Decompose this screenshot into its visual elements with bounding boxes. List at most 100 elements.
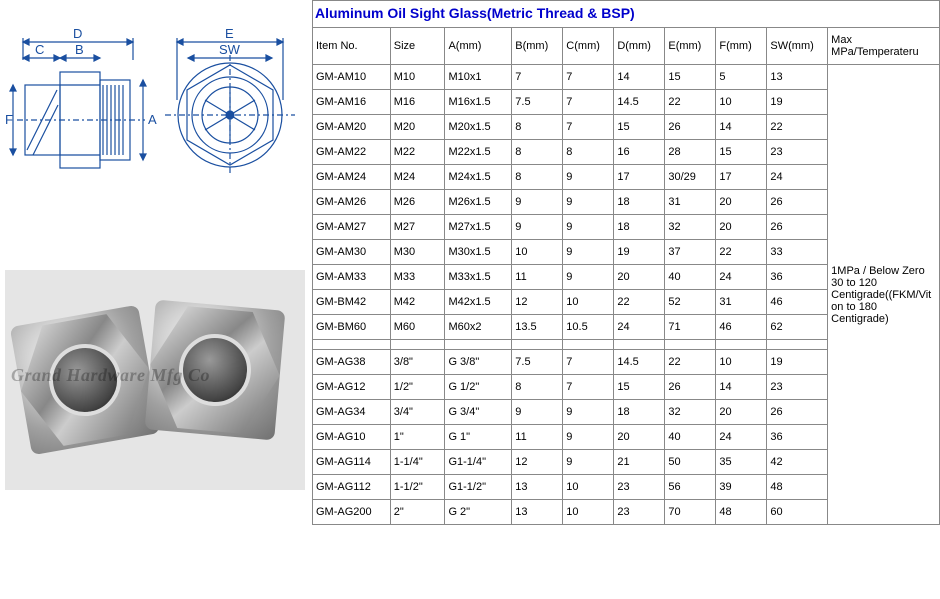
cell: 20 [614,265,665,290]
cell: G 3/8" [445,350,512,375]
cell: M27x1.5 [445,215,512,240]
cell: 3/8" [390,350,445,375]
cell: 18 [614,190,665,215]
th-a: A(mm) [445,28,512,65]
cell: 2" [390,500,445,525]
cell: 23 [614,500,665,525]
cell: M27 [390,215,445,240]
cell: GM-AG38 [313,350,391,375]
cell: 39 [716,475,767,500]
cell: M22 [390,140,445,165]
cell [512,340,563,350]
cell: 46 [767,290,828,315]
table-title: Aluminum Oil Sight Glass(Metric Thread &… [312,0,940,27]
cell: 1/2" [390,375,445,400]
cell: 14.5 [614,350,665,375]
cell: 26 [665,375,716,400]
cell: 8 [512,140,563,165]
cell: M26 [390,190,445,215]
cell: 17 [614,165,665,190]
cell: G1-1/2" [445,475,512,500]
cell: G 2" [445,500,512,525]
cell: 7 [563,115,614,140]
cell: GM-AM20 [313,115,391,140]
cell: 33 [767,240,828,265]
cell: GM-AM27 [313,215,391,240]
cell: 32 [665,400,716,425]
cell [716,340,767,350]
th-item: Item No. [313,28,391,65]
product-photo: Grand Hardware Mfg Co [5,270,305,490]
cell: 9 [563,190,614,215]
cell: G1-1/4" [445,450,512,475]
cell: 8 [512,165,563,190]
cell: M42x1.5 [445,290,512,315]
cell: 13.5 [512,315,563,340]
cell: 10.5 [563,315,614,340]
cell: 36 [767,265,828,290]
cell: 10 [563,475,614,500]
cell: GM-AG200 [313,500,391,525]
cell: 22 [767,115,828,140]
cell: 8 [563,140,614,165]
cell: GM-AM16 [313,90,391,115]
cell: 9 [512,400,563,425]
cell: M10 [390,65,445,90]
cell: 5 [716,65,767,90]
cell: 23 [767,375,828,400]
cell: 26 [767,400,828,425]
cell: 19 [767,90,828,115]
cell: 9 [563,165,614,190]
cell: 40 [665,425,716,450]
cell: 15 [614,375,665,400]
cell: 26 [767,215,828,240]
cell: 13 [767,65,828,90]
cell: 7.5 [512,350,563,375]
cell: 22 [665,350,716,375]
cell: 20 [716,215,767,240]
cell [563,340,614,350]
cell: 9 [563,240,614,265]
cell: 40 [665,265,716,290]
cell: 17 [716,165,767,190]
cell [614,340,665,350]
cell: 60 [767,500,828,525]
cell: M16x1.5 [445,90,512,115]
cell: G 3/4" [445,400,512,425]
cell: GM-AG10 [313,425,391,450]
max-cell: 1MPa / Below Zero 30 to 120 Centigrade((… [828,65,940,525]
cell: 8 [512,375,563,400]
spec-table: Item No. Size A(mm) B(mm) C(mm) D(mm) E(… [312,27,940,525]
cell: 3/4" [390,400,445,425]
cell: M60 [390,315,445,340]
cell: GM-AM30 [313,240,391,265]
cell: 48 [767,475,828,500]
cell: 10 [716,350,767,375]
cell: M16 [390,90,445,115]
cell: 70 [665,500,716,525]
cell: 24 [614,315,665,340]
cell: 10 [512,240,563,265]
cell: 10 [563,500,614,525]
cell: 7 [563,65,614,90]
cell: 35 [716,450,767,475]
cell: 7.5 [512,90,563,115]
cell: M20 [390,115,445,140]
th-b: B(mm) [512,28,563,65]
photo-watermark: Grand Hardware Mfg Co [11,365,210,386]
cell: 11 [512,265,563,290]
cell: 10 [716,90,767,115]
cell: 48 [716,500,767,525]
cell: GM-AM24 [313,165,391,190]
cell: GM-AG112 [313,475,391,500]
cell: 18 [614,400,665,425]
cell: M26x1.5 [445,190,512,215]
cell: 22 [716,240,767,265]
cell: 36 [767,425,828,450]
cell: 15 [614,115,665,140]
th-max: Max MPa/Temperateru [828,28,940,65]
table-row: GM-AM10M10M10x17714155131MPa / Below Zer… [313,65,940,90]
cell: GM-AG114 [313,450,391,475]
cell: 21 [614,450,665,475]
technical-drawing: D C B F A E SW [5,10,305,210]
